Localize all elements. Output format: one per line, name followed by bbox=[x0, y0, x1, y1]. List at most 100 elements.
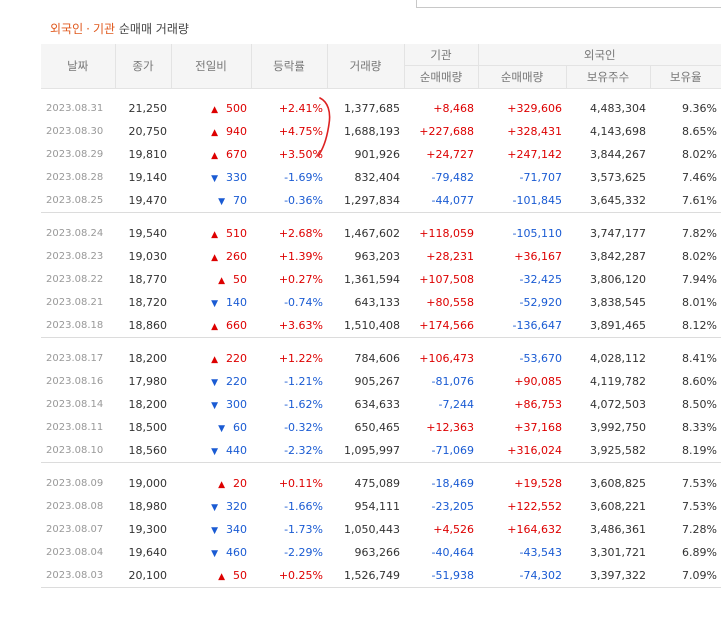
diff-cell: ▼ 460 bbox=[171, 541, 251, 564]
caption-foreign: 외국인 bbox=[50, 22, 84, 36]
ratio-cell: 8.50% bbox=[682, 398, 717, 411]
diff-value: 660 bbox=[226, 319, 247, 332]
table-row: 2023.08.28 19,140 ▼ 330 -1.69% 832,404 -79,482… bbox=[41, 166, 721, 189]
date-cell: 2023.08.25 bbox=[46, 195, 104, 206]
volume-cell: 905,267 bbox=[354, 375, 401, 388]
diff-cell: ▲ 510 bbox=[171, 222, 251, 245]
ratio-cell: 7.09% bbox=[650, 564, 721, 588]
holdings-cell: 4,143,698 bbox=[590, 125, 646, 138]
triangle-down-icon: ▼ bbox=[211, 526, 218, 536]
inst-net-cell: +118,059 bbox=[419, 227, 474, 240]
diff-value: 510 bbox=[226, 227, 247, 240]
diff-value: 50 bbox=[233, 569, 247, 582]
ratio-cell: 7.53% bbox=[682, 477, 717, 490]
diff-cell: ▲ 220 bbox=[171, 347, 251, 370]
diff-value: 670 bbox=[226, 148, 247, 161]
volume-cell: 650,465 bbox=[354, 421, 401, 434]
close-cell: 19,640 bbox=[128, 546, 168, 559]
header-holdings: 보유주수 bbox=[566, 65, 651, 89]
holdings-cell: 3,842,287 bbox=[590, 250, 646, 263]
volume-cell: 1,297,834 bbox=[344, 194, 400, 207]
table-row: 2023.08.31 21,250 ▲ 500 +2.41% 1,377,685 +8,46… bbox=[41, 97, 721, 120]
volume-cell: 963,266 bbox=[354, 546, 401, 559]
diff-value: 50 bbox=[233, 273, 247, 286]
close-cell: 18,980 bbox=[128, 500, 168, 513]
foreign-net-cell: +329,606 bbox=[507, 102, 562, 115]
diff-value: 140 bbox=[226, 296, 247, 309]
ratio-cell: 7.53% bbox=[682, 500, 717, 513]
diff-value: 70 bbox=[233, 194, 247, 207]
group-spacer bbox=[41, 89, 721, 98]
close-cell: 18,560 bbox=[128, 444, 168, 457]
spacer-cell bbox=[41, 462, 721, 472]
diff-value: 940 bbox=[226, 125, 247, 138]
foreign-net-cell: +36,167 bbox=[514, 250, 562, 263]
close-cell: 20,750 bbox=[128, 125, 168, 138]
volume-cell: 963,203 bbox=[354, 250, 401, 263]
date-cell: 2023.08.17 bbox=[46, 353, 104, 364]
triangle-down-icon: ▼ bbox=[211, 447, 218, 457]
holdings-cell: 3,301,721 bbox=[590, 546, 646, 559]
holdings-cell: 3,573,625 bbox=[590, 171, 646, 184]
rate-cell: +0.25% bbox=[251, 564, 327, 588]
rate-cell: -1.73% bbox=[284, 523, 323, 536]
close-cell: 19,540 bbox=[128, 227, 168, 240]
holdings-cell: 3,806,120 bbox=[590, 273, 646, 286]
ratio-cell: 7.94% bbox=[682, 273, 717, 286]
holdings-cell: 3,844,267 bbox=[590, 148, 646, 161]
holdings-cell: 3,608,825 bbox=[590, 477, 646, 490]
table-row: 2023.08.11 18,500 ▼ 60 -0.32% 650,465 +12,363 +… bbox=[41, 416, 721, 439]
triangle-up-icon: ▲ bbox=[218, 572, 225, 582]
ratio-cell: 8.60% bbox=[682, 375, 717, 388]
header-foreign-net: 순매매량 bbox=[478, 65, 567, 89]
group-spacer bbox=[41, 462, 721, 472]
holdings-cell: 4,072,503 bbox=[590, 398, 646, 411]
date-cell: 2023.08.29 bbox=[46, 149, 104, 160]
inst-net-cell: +227,688 bbox=[419, 125, 474, 138]
diff-cell: ▼ 300 bbox=[171, 393, 251, 416]
diff-value: 500 bbox=[226, 102, 247, 115]
ratio-cell: 8.12% bbox=[682, 319, 717, 332]
caption-separator: · bbox=[86, 22, 90, 36]
inst-net-cell: +4,526 bbox=[433, 523, 474, 536]
diff-value: 440 bbox=[226, 444, 247, 457]
rate-cell: -0.32% bbox=[284, 421, 323, 434]
volume-cell: 1,510,408 bbox=[344, 319, 400, 332]
table-body: 2023.08.31 21,250 ▲ 500 +2.41% 1,377,685 +8,46… bbox=[41, 89, 721, 588]
date-cell: 2023.08.30 bbox=[46, 126, 104, 137]
date-cell: 2023.08.11 bbox=[46, 422, 104, 433]
date-cell: 2023.08.16 bbox=[46, 376, 104, 387]
handwritten-bracket-mark bbox=[317, 97, 331, 157]
inst-net-cell: +106,473 bbox=[419, 352, 474, 365]
foreign-net-cell: +122,552 bbox=[507, 500, 562, 513]
rate-cell: +3.50% bbox=[278, 148, 323, 161]
rate-cell: -2.29% bbox=[284, 546, 323, 559]
volume-cell: 1,050,443 bbox=[344, 523, 400, 536]
close-cell: 18,200 bbox=[128, 398, 168, 411]
header-rate: 등락률 bbox=[251, 44, 328, 89]
table-row: 2023.08.16 17,980 ▼ 220 -1.21% 905,267 -81,076… bbox=[41, 370, 721, 393]
cut-off-search-box[interactable] bbox=[416, 0, 721, 8]
holdings-cell: 3,992,750 bbox=[590, 421, 646, 434]
volume-cell: 1,095,997 bbox=[344, 444, 400, 457]
volume-cell: 784,606 bbox=[354, 352, 401, 365]
volume-cell: 901,926 bbox=[354, 148, 401, 161]
volume-cell: 1,467,602 bbox=[344, 227, 400, 240]
triangle-up-icon: ▲ bbox=[218, 480, 225, 490]
rate-cell: +1.39% bbox=[278, 250, 323, 263]
ratio-cell: 8.65% bbox=[682, 125, 717, 138]
triangle-down-icon: ▼ bbox=[211, 378, 218, 388]
triangle-down-icon: ▼ bbox=[211, 503, 218, 513]
ratio-cell: 7.46% bbox=[682, 171, 717, 184]
table-row: 2023.08.03 20,100 ▲ 50 +0.25% 1,526,749 -51,93… bbox=[41, 564, 721, 588]
triangle-up-icon: ▲ bbox=[211, 128, 218, 138]
diff-value: 300 bbox=[226, 398, 247, 411]
holdings-cell: 3,838,545 bbox=[590, 296, 646, 309]
inst-net-cell: -81,076 bbox=[431, 375, 474, 388]
date-cell: 2023.08.14 bbox=[46, 399, 104, 410]
diff-cell: ▼ 330 bbox=[171, 166, 251, 189]
diff-value: 260 bbox=[226, 250, 247, 263]
diff-cell: ▲ 940 bbox=[171, 120, 251, 143]
diff-cell: ▲ 670 bbox=[171, 143, 251, 166]
close-cell: 20,100 bbox=[115, 564, 171, 588]
